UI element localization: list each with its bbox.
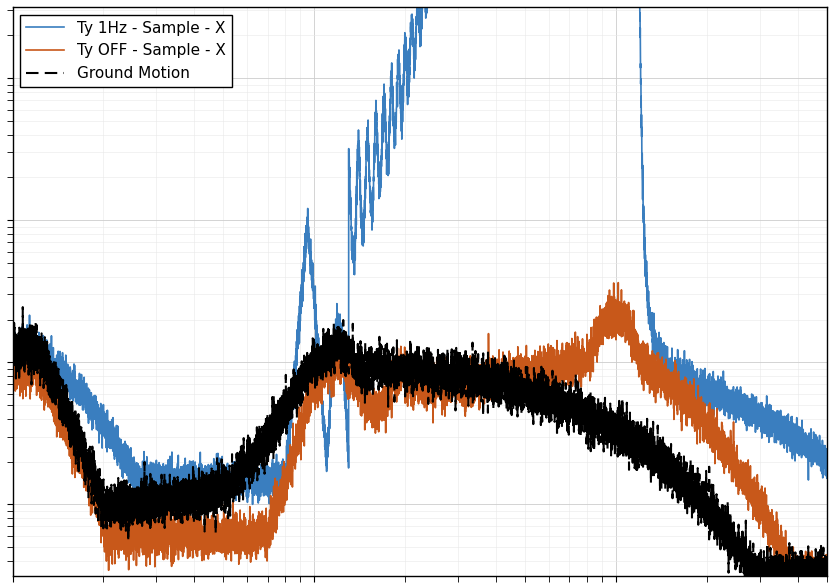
Ty OFF - Sample - X (779, 564, 789, 571)
Ty 1Hz - Sample - X (406, 23, 416, 30)
Ty OFF - Sample - X (11, 366, 21, 373)
Line: Ty 1Hz - Sample - X: Ty 1Hz - Sample - X (13, 7, 827, 505)
Ty 1Hz - Sample - X (412, 4, 422, 11)
Ground Motion (740, 572, 750, 579)
Ty OFF - Sample - X (405, 370, 415, 377)
Ty 1Hz - Sample - X (41, 350, 51, 358)
Ty 1Hz - Sample - X (167, 476, 177, 483)
Ty OFF - Sample - X (822, 572, 832, 579)
Ground Motion (56, 393, 66, 400)
Ty OFF - Sample - X (56, 410, 66, 417)
Ty OFF - Sample - X (167, 532, 177, 539)
Ground Motion (11, 334, 21, 341)
Ty 1Hz - Sample - X (822, 453, 832, 460)
Ground Motion (8, 340, 18, 348)
Ty OFF - Sample - X (613, 279, 623, 286)
Ground Motion (42, 359, 52, 366)
Line: Ground Motion: Ground Motion (13, 307, 827, 576)
Ground Motion (406, 379, 416, 386)
Ground Motion (18, 303, 28, 310)
Ty OFF - Sample - X (780, 572, 790, 579)
Ty 1Hz - Sample - X (56, 372, 66, 379)
Ty 1Hz - Sample - X (8, 340, 18, 348)
Line: Ty OFF - Sample - X: Ty OFF - Sample - X (13, 283, 827, 576)
Ty 1Hz - Sample - X (11, 350, 21, 358)
Ground Motion (779, 564, 789, 571)
Ty OFF - Sample - X (8, 374, 18, 381)
Ty 1Hz - Sample - X (779, 413, 789, 420)
Ty OFF - Sample - X (41, 385, 51, 392)
Ground Motion (822, 572, 832, 579)
Ground Motion (168, 500, 178, 507)
Ty 1Hz - Sample - X (173, 501, 183, 508)
Legend: Ty 1Hz - Sample - X, Ty OFF - Sample - X, Ground Motion: Ty 1Hz - Sample - X, Ty OFF - Sample - X… (20, 15, 232, 87)
